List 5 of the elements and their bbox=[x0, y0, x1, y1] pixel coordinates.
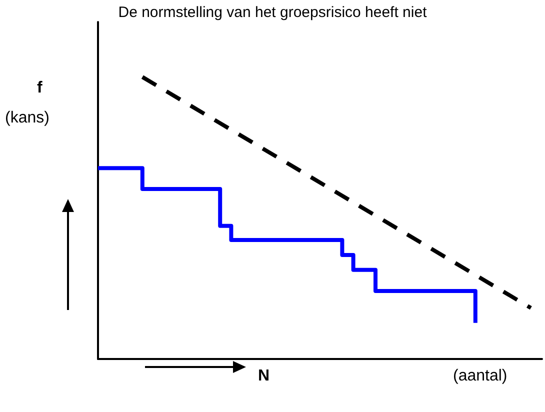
chart-title: De normstelling van het groepsrisico heeft niet bbox=[118, 4, 428, 21]
text: (aantal) bbox=[453, 368, 508, 384]
x-axis-title: N bbox=[258, 368, 270, 384]
text: (kans) bbox=[5, 110, 50, 126]
y-axis-title: f bbox=[37, 80, 43, 96]
